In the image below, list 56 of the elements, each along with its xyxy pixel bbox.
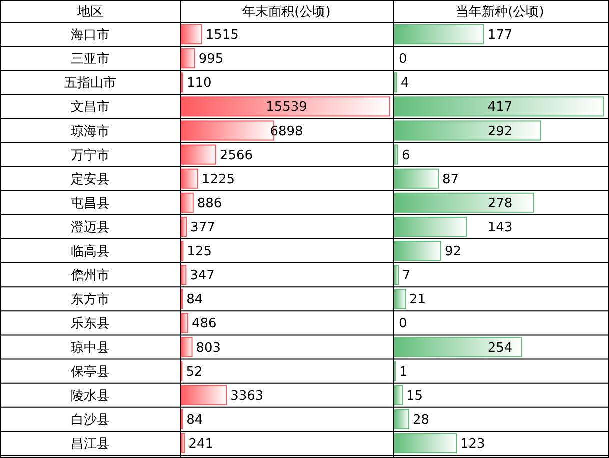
y-tick-label: 临高县 [71, 244, 110, 260]
data-label: 21 [410, 292, 426, 308]
data-label: 1 [400, 364, 408, 380]
data-label: 1515 [206, 28, 239, 44]
y-tick-label: 保亭县 [71, 364, 110, 380]
y-tick-label: 五指山市 [64, 76, 116, 92]
data-label: 15 [406, 388, 424, 404]
y-tick-label: 乐东县 [71, 316, 110, 332]
data-label: 28 [413, 412, 430, 428]
data-label: 4 [401, 76, 410, 92]
data-label: 377 [190, 220, 216, 236]
chart-title: 年末面积(公顷) [242, 5, 331, 20]
data-label: 241 [188, 436, 214, 452]
data-label: 0 [399, 316, 408, 332]
y-tick-label: 琼海市 [71, 123, 110, 140]
data-label: 486 [192, 316, 217, 332]
y-tick-label: 陵水县 [71, 388, 110, 404]
y-axis-title: 地区 [76, 5, 104, 20]
data-label: 347 [190, 268, 215, 284]
data-label: 123 [460, 436, 486, 452]
data-label: 15539 [266, 100, 308, 116]
y-tick-label: 昌江县 [71, 436, 110, 452]
y-tick-label: 东方市 [71, 292, 110, 308]
data-label: 143 [488, 220, 513, 236]
data-label: 84 [186, 292, 204, 308]
data-label: 417 [488, 100, 513, 116]
y-tick-label: 海口市 [71, 28, 110, 44]
data-label: 110 [186, 76, 212, 92]
y-tick-label: 澄迈县 [71, 220, 110, 236]
data-label: 0 [399, 52, 408, 68]
data-label: 177 [488, 28, 513, 44]
data-label: 84 [186, 412, 204, 428]
data-label: 92 [445, 244, 462, 260]
y-tick-label: 白沙县 [71, 412, 110, 428]
data-label: 7 [402, 268, 411, 284]
data-label: 995 [198, 52, 224, 68]
y-tick-label: 三亚市 [71, 52, 110, 68]
y-tick-label: 琼中县 [71, 340, 110, 356]
data-label: 292 [488, 124, 513, 140]
data-label: 1225 [202, 172, 236, 188]
data-label: 6 [402, 148, 410, 164]
data-label: 125 [187, 244, 212, 260]
data-label: 886 [197, 196, 222, 212]
data-label: 803 [196, 340, 222, 356]
y-tick-label: 定安县 [71, 171, 110, 188]
data-label: 87 [442, 172, 460, 188]
data-label: 254 [488, 340, 513, 356]
y-tick-label: 文昌市 [71, 100, 110, 116]
data-label: 278 [488, 196, 513, 212]
data-label: 52 [186, 364, 203, 380]
data-label: 2566 [220, 148, 254, 164]
y-tick-label: 万宁市 [71, 147, 110, 164]
chart-title: 当年新种(公顷) [456, 5, 544, 20]
y-tick-label: 屯昌县 [71, 196, 110, 212]
data-label: 3363 [230, 388, 264, 404]
y-tick-label: 儋州市 [71, 268, 110, 284]
